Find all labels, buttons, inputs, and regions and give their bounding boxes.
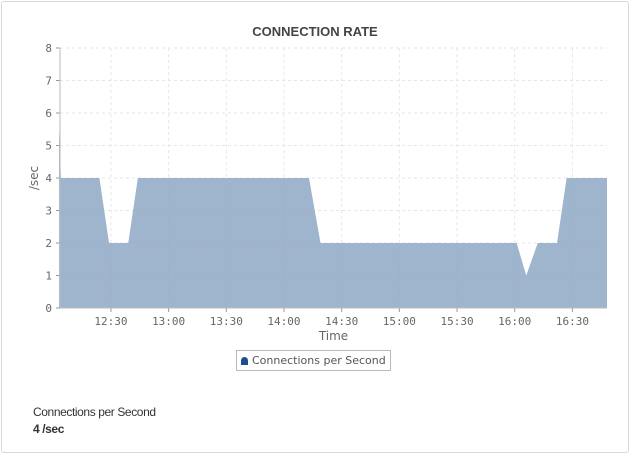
summary-value: 4 /sec (33, 422, 64, 436)
x-tick-label: 12:30 (94, 315, 127, 328)
y-tick-label: 8 (45, 42, 52, 55)
x-tick-label: 16:00 (498, 315, 531, 328)
legend-label: Connections per Second (252, 354, 386, 367)
y-tick-label: 7 (45, 75, 52, 88)
y-axis-label: /sec (27, 166, 41, 190)
y-tick-label: 0 (45, 302, 52, 315)
summary: Connections per Second 4 /sec (33, 405, 156, 436)
x-tick-label: 13:30 (210, 315, 243, 328)
y-tick-label: 2 (45, 237, 52, 250)
x-axis-label: Time (318, 329, 348, 343)
area-series (59, 129, 607, 308)
y-tick-label: 1 (45, 270, 52, 283)
y-tick-label: 4 (45, 172, 52, 185)
series-swatch-icon (241, 356, 248, 365)
y-tick-label: 3 (45, 205, 52, 218)
y-tick-label: 5 (45, 140, 52, 153)
legend-item[interactable]: Connections per Second (236, 350, 391, 371)
x-tick-label: 14:00 (267, 315, 300, 328)
chart-title: CONNECTION RATE (252, 24, 378, 39)
x-tick-label: 13:00 (152, 315, 185, 328)
x-tick-label: 15:00 (383, 315, 416, 328)
x-tick-label: 16:30 (556, 315, 589, 328)
x-tick-label: 14:30 (325, 315, 358, 328)
x-tick-label: 15:30 (440, 315, 473, 328)
summary-label: Connections per Second (33, 405, 156, 419)
y-tick-label: 6 (45, 107, 52, 120)
